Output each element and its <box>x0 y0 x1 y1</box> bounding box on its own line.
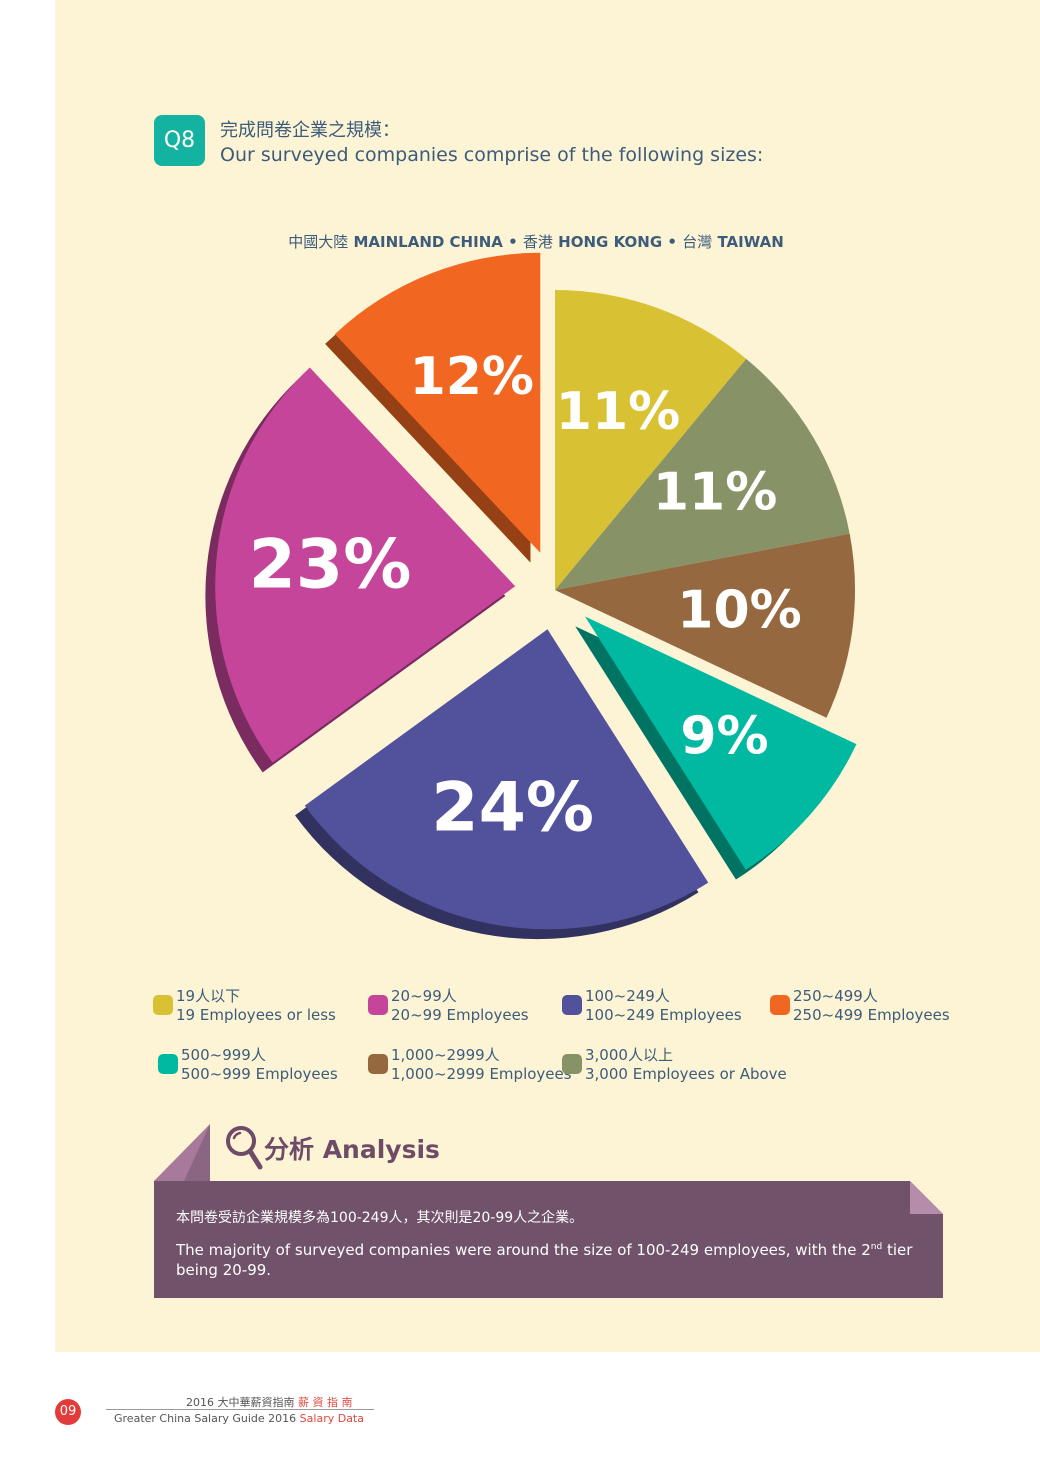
legend-label-chinese: 20~99人 <box>391 987 457 1005</box>
legend-swatch <box>158 1054 178 1074</box>
footer-title-chinese: 2016 大中華薪資指南 薪 資 指 南 <box>186 1394 353 1410</box>
legend-label: 250~499人 250~499 Employees <box>793 987 950 1025</box>
legend-label-chinese: 500~999人 <box>181 1046 266 1064</box>
legend-label: 20~99人 20~99 Employees <box>391 987 529 1025</box>
analysis-text-english: The majority of surveyed companies were … <box>176 1237 916 1280</box>
question-title-english: Our surveyed companies comprise of the f… <box>220 144 764 166</box>
footer-title-chinese-main: 2016 大中華薪資指南 <box>186 1396 295 1409</box>
analysis-tab-decoration <box>154 1124 214 1188</box>
legend-label-chinese: 1,000~2999人 <box>391 1046 500 1064</box>
analysis-title: 分析 Analysis <box>264 1135 440 1164</box>
region-tw-en: TAIWAN <box>717 233 784 251</box>
legend-swatch <box>368 1054 388 1074</box>
page-number: 09 <box>55 1399 81 1425</box>
footer-title-english: Greater China Salary Guide 2016 Salary D… <box>114 1412 364 1425</box>
legend-label-chinese: 250~499人 <box>793 987 878 1005</box>
analysis-box: 本問卷受訪企業規模多為100-249人，其次則是20-99人之企業。 The m… <box>154 1181 943 1298</box>
legend-swatch <box>562 995 582 1015</box>
legend-label-english: 20~99 Employees <box>391 1006 529 1024</box>
legend-label-english: 3,000 Employees or Above <box>585 1065 787 1083</box>
region-mainland-en: MAINLAND CHINA <box>353 233 503 251</box>
legend-item: 20~99人 20~99 Employees <box>368 987 529 1025</box>
legend-label-chinese: 3,000人以上 <box>585 1046 673 1064</box>
legend-item: 100~249人 100~249 Employees <box>562 987 742 1025</box>
region-separator-1: • <box>508 233 518 251</box>
legend-label-english: 1,000~2999 Employees <box>391 1065 572 1083</box>
legend-label-english: 500~999 Employees <box>181 1065 338 1083</box>
region-hk-zh: 香港 <box>522 233 553 251</box>
footer-title-english-main: Greater China Salary Guide 2016 <box>114 1412 297 1425</box>
question-badge: Q8 <box>154 115 205 166</box>
region-mainland-zh: 中國大陸 <box>288 233 349 251</box>
legend-swatch <box>153 995 173 1015</box>
legend-item: 3,000人以上 3,000 Employees or Above <box>562 1046 787 1084</box>
magnifier-icon <box>224 1124 264 1174</box>
legend-label: 3,000人以上 3,000 Employees or Above <box>585 1046 787 1084</box>
page-fold-decoration <box>910 1181 944 1219</box>
legend-label-chinese: 19人以下 <box>176 987 241 1005</box>
legend-label-english: 100~249 Employees <box>585 1006 742 1024</box>
legend-label: 19人以下 19 Employees or less <box>176 987 336 1025</box>
analysis-text-english-part1: The majority of surveyed companies were … <box>176 1241 871 1259</box>
footer-title-english-accent: Salary Data <box>299 1412 364 1425</box>
legend-label-english: 250~499 Employees <box>793 1006 950 1024</box>
legend-item: 19人以下 19 Employees or less <box>153 987 336 1025</box>
legend-label: 1,000~2999人 1,000~2999 Employees <box>391 1046 572 1084</box>
region-hk-en: HONG KONG <box>558 233 663 251</box>
region-tw-zh: 台灣 <box>682 233 713 251</box>
legend-item: 1,000~2999人 1,000~2999 Employees <box>368 1046 572 1084</box>
region-subtitle: 中國大陸 MAINLAND CHINA • 香港 HONG KONG • 台灣 … <box>0 231 1040 252</box>
region-separator-2: • <box>667 233 677 251</box>
legend-item: 500~999人 500~999 Employees <box>158 1046 338 1084</box>
legend-label: 500~999人 500~999 Employees <box>181 1046 338 1084</box>
analysis-text-chinese: 本問卷受訪企業規模多為100-249人，其次則是20-99人之企業。 <box>176 1210 584 1226</box>
footer-divider <box>106 1409 374 1410</box>
question-title-chinese: 完成問卷企業之規模： <box>220 120 400 141</box>
legend-label-chinese: 100~249人 <box>585 987 670 1005</box>
analysis-text-english-superscript: nd <box>870 1242 883 1252</box>
legend-swatch <box>562 1054 582 1074</box>
analysis-text-english-part2: tier being 20-99. <box>176 1241 913 1279</box>
legend-label: 100~249人 100~249 Employees <box>585 987 742 1025</box>
legend-swatch <box>368 995 388 1015</box>
legend-swatch <box>770 995 790 1015</box>
legend-label-english: 19 Employees or less <box>176 1006 336 1024</box>
legend-item: 250~499人 250~499 Employees <box>770 987 950 1025</box>
footer-title-chinese-accent: 薪 資 指 南 <box>298 1396 353 1409</box>
